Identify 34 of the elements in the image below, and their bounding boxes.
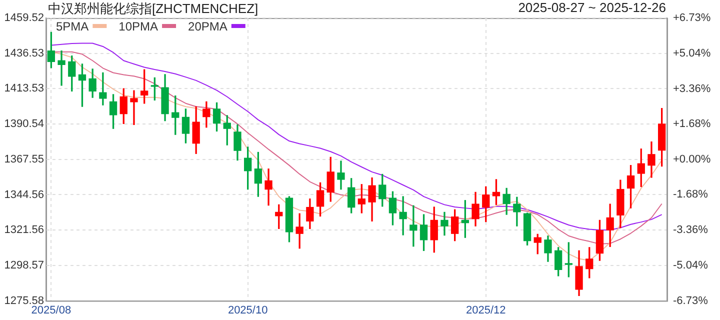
- y-tick-label: 1275.58: [4, 294, 44, 307]
- x-tick-label: 2025/08: [31, 304, 72, 316]
- y2-tick-label: +0.00%: [673, 153, 711, 166]
- candlestick: [410, 205, 418, 247]
- candlestick: [399, 196, 407, 236]
- legend-label: 20PMA: [188, 19, 228, 34]
- y2-tick-label: -6.73%: [673, 294, 708, 307]
- candlestick: [99, 72, 107, 106]
- y2-tick-label: -3.36%: [673, 224, 708, 236]
- y2-tick-label: +6.73%: [673, 12, 711, 24]
- legend-label: 10PMA: [118, 19, 158, 34]
- y2-tick-label: +1.68%: [673, 118, 711, 130]
- candlestick: [296, 213, 304, 249]
- y2-tick-label: +5.04%: [673, 48, 711, 60]
- y2-tick-label: -5.04%: [673, 259, 708, 272]
- y-tick-label: 1436.53: [4, 47, 44, 60]
- y-tick-label: 1298.57: [4, 259, 44, 272]
- y2-tick-label: -1.68%: [673, 188, 708, 201]
- candlestick: [58, 50, 66, 86]
- y-tick-label: 1321.56: [4, 224, 44, 236]
- y-tick-label: 1459.52: [4, 12, 44, 24]
- y2-tick-label: +3.36%: [673, 82, 711, 95]
- chart-title: 中汉郑州能化综指[ZHCTMENCHEZ]: [48, 0, 258, 18]
- candlestick: [337, 160, 345, 190]
- chart-subtitle: 2025-08-27 ~ 2025-12-26: [518, 0, 666, 15]
- candlestick: [264, 168, 272, 206]
- y-tick-label: 1413.53: [4, 82, 44, 95]
- x-tick-label: 2025/12: [466, 304, 506, 316]
- candlestick: [130, 90, 138, 126]
- legend-label: 5PMA: [56, 19, 89, 34]
- y-tick-label: 1344.56: [4, 188, 44, 201]
- y-tick-label: 1367.55: [4, 153, 44, 166]
- x-tick-label: 2025/10: [228, 304, 268, 316]
- y-tick-label: 1390.54: [4, 118, 44, 130]
